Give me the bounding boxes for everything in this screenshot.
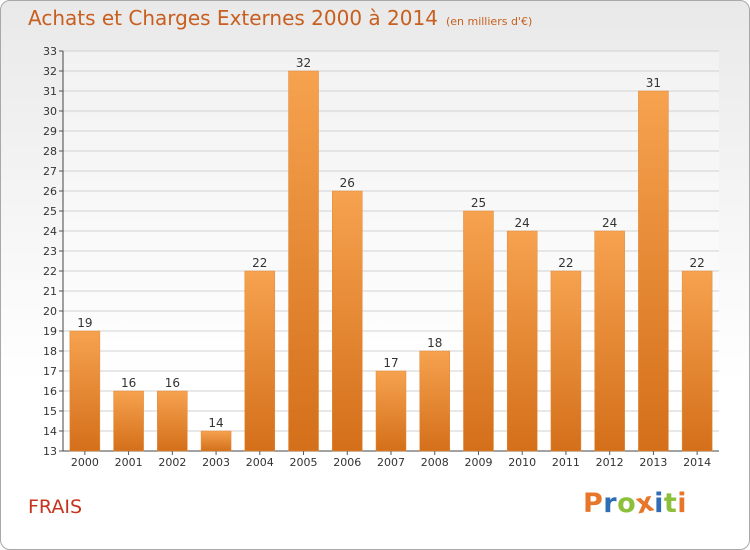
data-label: 24 [602,216,617,230]
x-tick-label: 2001 [115,456,143,469]
bar-2002 [157,390,188,452]
x-tick-label: 2003 [202,456,230,469]
y-tick-label: 24 [43,225,57,238]
x-tick-label: 2004 [246,456,274,469]
logo-letter: i [654,488,664,519]
x-tick-label: 2011 [552,456,580,469]
y-tick-label: 19 [43,325,57,338]
y-tick-label: 25 [43,205,57,218]
x-tick-label: 2009 [464,456,492,469]
x-tick-label: 2014 [683,456,711,469]
x-tick-label: 2010 [508,456,536,469]
logo-letter: o [617,488,637,519]
bar-2012 [594,230,625,452]
x-tick-label: 2000 [71,456,99,469]
x-tick-label: 2007 [377,456,405,469]
y-tick-label: 20 [43,305,57,318]
y-tick-label: 32 [43,65,57,78]
y-tick-label: 13 [43,445,57,458]
bar-2006 [332,190,363,452]
data-label: 17 [383,356,398,370]
data-label: 26 [340,176,355,190]
logo-letter: i [677,488,688,519]
data-label: 18 [427,336,442,350]
bar-2010 [506,230,538,452]
bar-2008 [419,350,450,452]
bar-2009 [463,210,494,452]
y-tick-label: 31 [43,85,57,98]
bar-2004 [244,270,276,452]
data-label: 14 [208,416,223,430]
x-tick-label: 2008 [421,456,449,469]
data-label: 22 [558,256,573,270]
proxiti-logo[interactable]: Proxiti [583,486,688,520]
town-label: FRAIS [28,496,83,518]
y-tick-label: 21 [43,285,57,298]
y-tick-label: 23 [43,245,57,258]
y-tick-label: 30 [43,105,57,118]
y-tick-label: 27 [43,165,57,178]
logo-letter: t [663,488,678,519]
bar-2000 [69,330,101,452]
y-tick-label: 26 [43,185,57,198]
bar-2011 [550,270,582,452]
x-tick-label: 2013 [639,456,667,469]
bar-2013 [638,90,669,452]
bar-2001 [113,390,144,452]
x-tick-label: 2002 [158,456,186,469]
chart-subtitle: (en milliers d'€) [445,15,533,28]
logo-letter: P [583,488,604,519]
data-label: 24 [515,216,530,230]
x-tick-label: 2005 [290,456,318,469]
x-tick-label: 2006 [333,456,361,469]
data-label: 19 [77,316,92,330]
bar-layer [69,70,713,452]
y-tick-label: 15 [43,405,57,418]
data-label: 31 [646,76,661,90]
bar-2003 [200,430,232,452]
y-tick-label: 29 [43,125,57,138]
chart-title: Achats et Charges Externes 2000 à 2014 [28,6,438,30]
bar-2014 [681,270,713,452]
data-label: 16 [121,376,136,390]
bar-2007 [375,370,407,452]
label-layer: 13 14 15 16 17 18 19 20 21 22 23 24 25 26 27 28 29 30 31 32… [43,45,711,469]
bar-2005 [288,70,319,452]
y-tick-label: 14 [43,425,57,438]
y-tick-label: 28 [43,145,57,158]
data-label: 32 [296,56,311,70]
data-label: 16 [165,376,180,390]
y-tick-label: 16 [43,385,57,398]
data-label: 25 [471,196,486,210]
title-row: Achats et Charges Externes 2000 à 2014 (e… [28,6,532,30]
logo-letter: r [603,488,618,519]
y-tick-label: 17 [43,365,57,378]
y-tick-label: 33 [43,45,57,58]
y-tick-label: 18 [43,345,57,358]
y-tick-label: 22 [43,265,57,278]
x-tick-label: 2012 [596,456,624,469]
data-label: 22 [689,256,704,270]
data-label: 22 [252,256,267,270]
